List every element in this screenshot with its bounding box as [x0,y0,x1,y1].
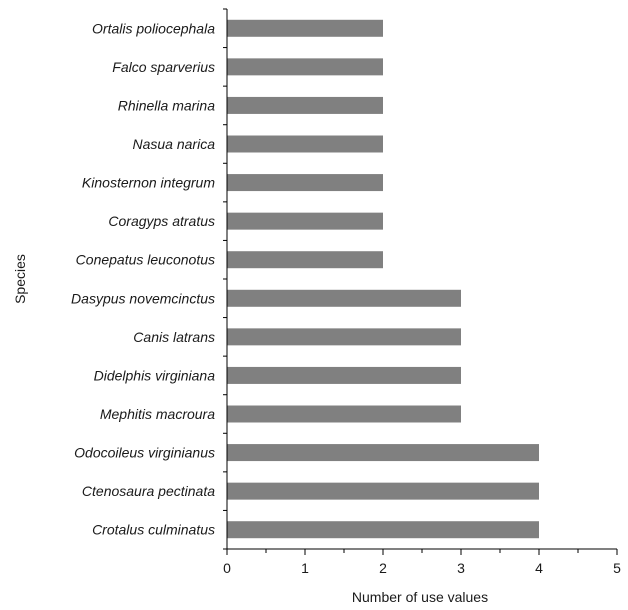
category-label: Ctenosaura pectinata [82,483,215,499]
y-axis-title: Species [12,254,28,304]
bar [227,212,383,230]
category-label: Falco sparverius [112,59,215,75]
bar [227,444,539,462]
category-label: Rhinella marina [118,97,215,113]
x-tick-label: 4 [535,560,543,576]
bar [227,135,383,153]
category-label: Ortalis poliocephala [92,20,215,36]
x-tick-label: 0 [223,560,231,576]
category-label: Mephitis macroura [100,406,215,422]
x-tick-label: 2 [379,560,387,576]
category-labels: Ortalis poliocephala Falco sparverius Rhin… [71,20,215,537]
category-label: Kinosternon integrum [82,175,215,191]
bar [227,521,539,539]
category-label: Didelphis virginiana [94,367,216,383]
category-label: Coragyps atratus [108,213,215,229]
bar [227,328,461,346]
category-label: Crotalus culminatus [92,522,215,538]
category-label: Nasua narica [133,136,216,152]
bar [227,251,383,269]
bar [227,482,539,500]
bar [227,19,383,37]
bar [227,366,461,384]
x-tick-label: 5 [613,560,621,576]
bars-group [227,19,539,539]
bar [227,289,461,307]
bar [227,405,461,423]
category-label: Dasypus novemcinctus [71,290,215,306]
category-label: Odocoileus virginianus [74,445,215,461]
x-tick-label: 3 [457,560,465,576]
y-ticks [223,8,227,550]
x-axis-title: Number of use values [352,589,488,605]
category-label: Conepatus leuconotus [76,252,215,268]
bar [227,174,383,192]
bar [227,58,383,76]
category-label: Canis latrans [133,329,215,345]
x-ticks: 0 1 2 3 4 5 [223,549,621,576]
x-tick-label: 1 [301,560,309,576]
bar [227,96,383,114]
